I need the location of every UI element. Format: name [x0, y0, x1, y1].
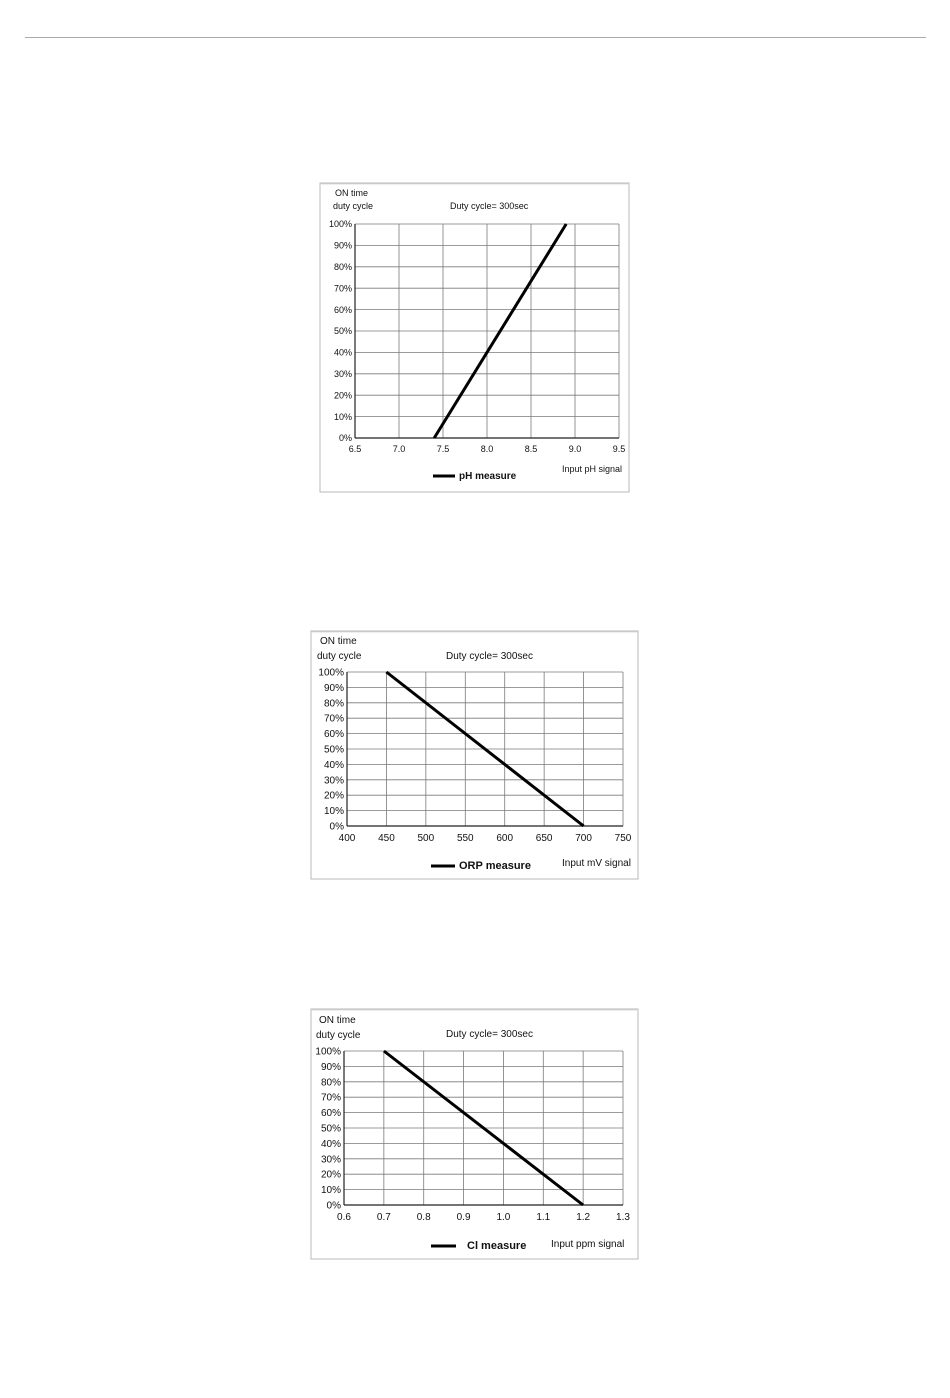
y-tick-label: 40% — [324, 760, 344, 771]
x-axis-title: Input ppm signal — [551, 1239, 624, 1250]
y-axis-title-line2: duty cycle — [316, 1030, 361, 1041]
x-tick-label: 650 — [536, 833, 553, 844]
header-rule — [25, 37, 926, 38]
x-tick-label: 0.6 — [337, 1212, 351, 1223]
x-tick-label: 8.0 — [481, 444, 494, 454]
chart-annotation: Duty cycle= 300sec — [446, 651, 533, 662]
x-tick-label: 600 — [496, 833, 513, 844]
series-line — [382, 1049, 585, 1207]
x-tick-label: 450 — [378, 833, 395, 844]
y-tick-label: 60% — [334, 305, 352, 315]
x-tick-label: 400 — [339, 833, 356, 844]
x-tick-label: 7.5 — [437, 444, 450, 454]
y-axis-title-line1: ON time — [335, 188, 368, 198]
y-tick-label: 0% — [330, 822, 345, 833]
y-tick-label: 60% — [324, 729, 344, 740]
y-tick-label: 90% — [334, 241, 352, 251]
y-axis-title-line2: duty cycle — [317, 651, 362, 662]
chart-1: 0% 10% 20% 30% 40% 50% 60% 70% 80% 90% 100% 6.5 7.0 7… — [319, 182, 630, 493]
x-tick-label: 1.1 — [536, 1212, 550, 1223]
x-tick-label: 550 — [457, 833, 474, 844]
y-tick-label: 20% — [324, 791, 344, 802]
x-tick-label: 700 — [575, 833, 592, 844]
y-tick-label: 30% — [324, 775, 344, 786]
y-axis-title-line2: duty cycle — [333, 201, 373, 211]
series-line — [432, 223, 568, 439]
x-tick-label: 8.5 — [525, 444, 538, 454]
y-tick-label: 0% — [327, 1201, 342, 1212]
y-axis-title-line1: ON time — [319, 1015, 356, 1026]
y-tick-label: 70% — [321, 1093, 341, 1104]
y-tick-label: 20% — [321, 1170, 341, 1181]
x-tick-label: 9.5 — [613, 444, 626, 454]
y-tick-label: 80% — [321, 1077, 341, 1088]
x-tick-label: 1.3 — [616, 1212, 630, 1223]
legend-label: ORP measure — [459, 860, 531, 872]
series-line — [385, 670, 585, 828]
x-tick-label: 0.9 — [457, 1212, 471, 1223]
x-tick-label: 0.8 — [417, 1212, 431, 1223]
y-tick-label: 90% — [321, 1062, 341, 1073]
chart-3: 0% 10% 20% 30% 40% 50% 60% 70% 80% 90% 100% 0.6 0.7 0… — [310, 1008, 639, 1260]
y-tick-label: 10% — [334, 412, 352, 422]
y-tick-label: 50% — [334, 326, 352, 336]
chart-frame — [319, 182, 630, 493]
y-tick-label: 70% — [334, 283, 352, 293]
y-tick-label: 40% — [321, 1139, 341, 1150]
y-tick-label: 80% — [334, 262, 352, 272]
x-tick-label: 6.5 — [349, 444, 362, 454]
x-tick-label: 0.7 — [377, 1212, 391, 1223]
x-tick-label: 9.0 — [569, 444, 582, 454]
y-tick-label: 60% — [321, 1108, 341, 1119]
x-tick-label: 1.2 — [576, 1212, 590, 1223]
x-tick-label: 500 — [418, 833, 435, 844]
chart-annotation: Duty cycle= 300sec — [446, 1029, 533, 1040]
y-tick-label: 10% — [321, 1185, 341, 1196]
y-tick-label: 80% — [324, 698, 344, 709]
y-tick-label: 100% — [318, 668, 344, 679]
y-tick-label: 50% — [324, 745, 344, 756]
y-tick-label: 90% — [324, 683, 344, 694]
y-tick-label: 70% — [324, 714, 344, 725]
y-tick-label: 30% — [321, 1154, 341, 1165]
x-tick-label: 750 — [615, 833, 632, 844]
x-axis-title: Input mV signal — [562, 858, 631, 869]
x-tick-label: 1.0 — [496, 1212, 510, 1223]
y-tick-label: 30% — [334, 369, 352, 379]
chart-2: 0% 10% 20% 30% 40% 50% 60% 70% 80% 90% 100% 400 450 5… — [310, 630, 639, 880]
y-tick-label: 20% — [334, 390, 352, 400]
x-tick-label: 7.0 — [393, 444, 406, 454]
y-tick-label: 0% — [339, 433, 352, 443]
legend-label: Cl measure — [467, 1240, 526, 1252]
x-axis-title: Input pH signal — [562, 464, 622, 474]
y-tick-label: 100% — [315, 1047, 341, 1058]
chart-annotation: Duty cycle= 300sec — [450, 201, 529, 211]
y-tick-label: 10% — [324, 806, 344, 817]
y-tick-label: 100% — [329, 219, 352, 229]
y-tick-label: 50% — [321, 1124, 341, 1135]
y-tick-label: 40% — [334, 348, 352, 358]
legend-label: pH measure — [459, 471, 517, 482]
y-axis-title-line1: ON time — [320, 636, 357, 647]
